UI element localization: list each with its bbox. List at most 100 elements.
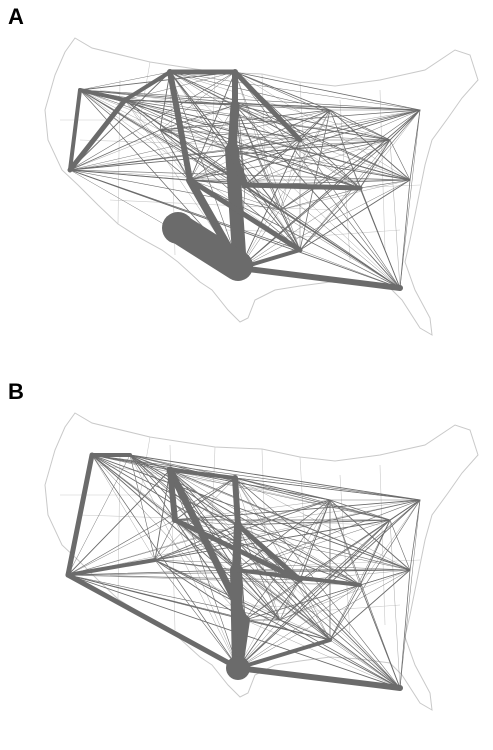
network-edge [235, 569, 401, 689]
network-edge [189, 104, 236, 181]
network-edge [409, 109, 421, 181]
network-edge [234, 477, 411, 571]
network-edge [67, 574, 361, 586]
network-edge [236, 638, 332, 670]
network-edge [163, 213, 253, 281]
network-edge [169, 469, 239, 669]
network-edge [244, 109, 331, 186]
network-edge [329, 584, 361, 641]
network-edge [69, 129, 161, 171]
network-edge [279, 187, 361, 211]
network-edge [159, 129, 281, 211]
network-edge [169, 71, 361, 189]
network-edge [329, 499, 411, 571]
network-edge [231, 109, 331, 151]
state-border [261, 448, 266, 536]
network-edge [237, 524, 411, 571]
state-border [211, 446, 216, 526]
network-edge [279, 109, 421, 211]
network-edge [329, 109, 401, 289]
network-edge [239, 139, 391, 269]
network-edge [299, 139, 401, 289]
network-edge [159, 129, 411, 181]
network-edge [67, 574, 281, 621]
state-border [211, 71, 216, 151]
network-edge [389, 519, 411, 571]
network-edge [67, 569, 237, 576]
network-edge [69, 109, 421, 171]
state-border [139, 61, 151, 121]
network-edge [154, 519, 391, 561]
network-edge [237, 579, 301, 669]
panel-b-label: B [8, 379, 24, 404]
network-edge [67, 574, 331, 641]
network-edge [91, 454, 281, 621]
network-edge [399, 499, 421, 689]
hub-node [226, 656, 250, 680]
network-edge [169, 71, 241, 269]
network-edge [299, 179, 411, 251]
network-edge [389, 139, 411, 181]
network-edge [279, 179, 411, 211]
network-edge [389, 139, 401, 289]
network-edge [154, 559, 239, 669]
network-edge [235, 665, 403, 691]
network-edge [329, 499, 421, 641]
network-edge [154, 559, 246, 621]
network-edge [189, 149, 233, 181]
network-edge [168, 468, 237, 480]
network-edge [79, 71, 171, 91]
network-edge [389, 109, 421, 141]
network-edge [279, 499, 421, 621]
network-edge [129, 454, 391, 521]
state-border [261, 604, 401, 616]
network-edge [231, 139, 391, 151]
network-edge [244, 499, 331, 621]
network-edge [129, 454, 156, 561]
network-edge [67, 574, 301, 581]
network-edge [399, 109, 421, 289]
network-edge [167, 467, 178, 523]
network-edge [237, 524, 361, 586]
network-edge [167, 69, 193, 183]
network-edge [154, 499, 421, 561]
panel-b-edges [65, 452, 421, 691]
network-edge [169, 469, 391, 521]
network-edge [359, 109, 421, 189]
network-edge [389, 519, 401, 689]
network-edge [359, 139, 391, 189]
network-edge [235, 522, 303, 583]
network-edge [279, 209, 401, 289]
network-edge [129, 454, 421, 501]
network-edge [123, 70, 172, 102]
network-edge [69, 71, 171, 171]
network-edge [65, 452, 95, 578]
network-edge [299, 579, 331, 641]
network-edge [67, 97, 128, 173]
network-edge [154, 519, 176, 561]
network-edge [279, 139, 391, 211]
network-edge [166, 466, 249, 624]
network-edge [329, 109, 411, 181]
network-edge [244, 139, 391, 186]
network-edge [189, 179, 401, 289]
network-edge [279, 109, 331, 211]
network-edge [239, 109, 331, 269]
network-edge [329, 499, 401, 689]
network-edge [65, 572, 241, 671]
network-edge [299, 187, 361, 251]
network-edge [359, 569, 411, 586]
network-edge [409, 499, 421, 571]
network-edge [279, 209, 301, 251]
network-edge [299, 139, 411, 181]
network-edge [159, 109, 421, 131]
panel-a-label: A [8, 4, 24, 29]
network-edge [234, 104, 401, 289]
network-edge [237, 499, 331, 669]
network-edge [169, 469, 401, 689]
network-edge [399, 179, 411, 289]
network-edge [189, 109, 331, 181]
network-edge [279, 519, 391, 621]
network-edge [129, 454, 239, 526]
network-edge [174, 519, 331, 641]
